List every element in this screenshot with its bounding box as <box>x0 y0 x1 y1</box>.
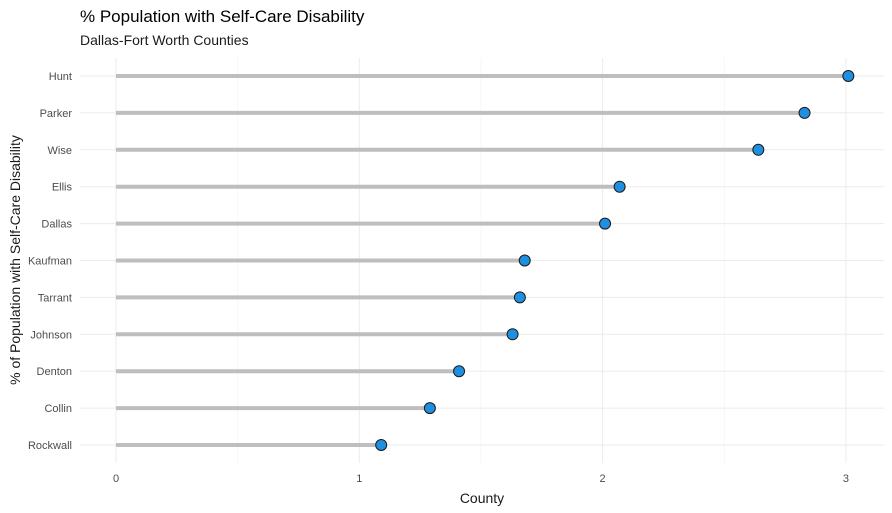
chart-subtitle: Dallas-Fort Worth Counties <box>80 32 249 48</box>
category-label-denton: Denton <box>37 366 72 378</box>
point-tarrant <box>513 291 526 304</box>
category-label-johnson: Johnson <box>30 329 72 341</box>
category-labels: Hunt Parker Wise Ellis Dallas Kaufman Tarrant J… <box>28 71 73 452</box>
point-rockwall <box>375 439 388 451</box>
category-label-tarrant: Tarrant <box>38 292 72 304</box>
category-label-rockwall: Rockwall <box>28 440 72 452</box>
category-label-kaufman: Kaufman <box>28 256 72 268</box>
x-tick-label: 1 <box>356 473 362 485</box>
chart-title: % Population with Self-Care Disability <box>80 7 365 26</box>
point-johnson <box>506 328 519 341</box>
point-collin <box>423 402 436 415</box>
x-tick-labels: 0 1 2 3 <box>113 473 849 485</box>
stems <box>116 74 849 447</box>
category-label-hunt: Hunt <box>49 71 72 83</box>
point-dallas <box>599 217 612 230</box>
point-parker <box>798 106 811 119</box>
category-label-parker: Parker <box>40 108 73 120</box>
x-axis-title: County <box>460 490 504 506</box>
y-axis-title: % of Population with Self-Care Disabilit… <box>7 135 23 385</box>
category-label-dallas: Dallas <box>41 219 72 231</box>
point-hunt <box>842 70 855 82</box>
point-denton <box>453 365 466 378</box>
category-label-wise: Wise <box>48 145 72 157</box>
point-ellis <box>613 180 626 193</box>
point-kaufman <box>518 254 531 267</box>
x-tick-label: 2 <box>600 473 606 485</box>
category-label-ellis: Ellis <box>52 182 73 194</box>
x-tick-label: 3 <box>843 473 849 485</box>
category-label-collin: Collin <box>44 403 72 415</box>
points <box>375 70 855 451</box>
point-wise <box>752 143 765 156</box>
x-tick-label: 0 <box>113 473 119 485</box>
